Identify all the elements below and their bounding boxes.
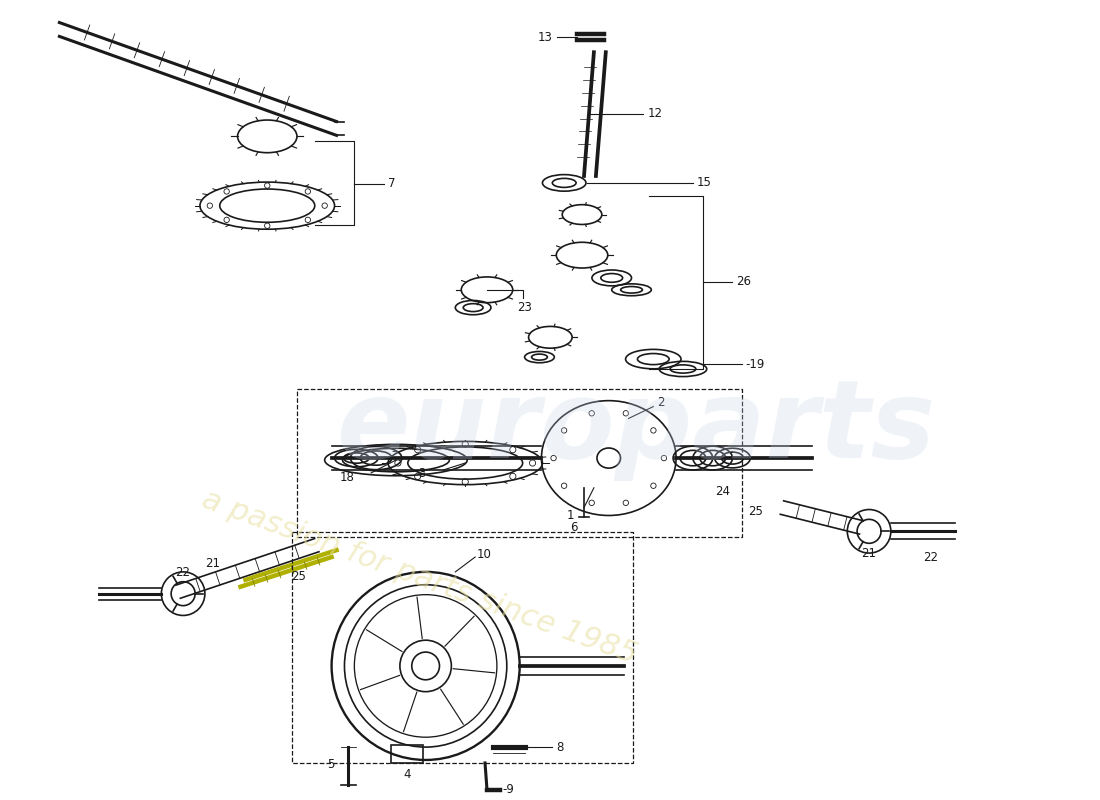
Text: 22: 22: [176, 566, 190, 579]
Text: 22: 22: [923, 550, 938, 563]
Text: 6: 6: [571, 521, 579, 534]
Text: -9: -9: [503, 783, 515, 796]
Text: 25: 25: [748, 505, 763, 518]
Text: 18: 18: [340, 471, 354, 484]
Text: europarts: europarts: [337, 375, 936, 482]
Text: 10: 10: [477, 547, 492, 561]
Text: 25: 25: [292, 570, 307, 583]
Text: a passion for parts since 1985: a passion for parts since 1985: [198, 484, 641, 670]
Text: -19: -19: [746, 358, 764, 370]
Text: 8: 8: [557, 741, 563, 754]
Text: 2: 2: [658, 396, 664, 409]
Text: 26: 26: [736, 275, 751, 288]
Text: 1: 1: [566, 509, 574, 522]
Text: 7: 7: [388, 178, 396, 190]
Text: 3: 3: [418, 467, 426, 481]
Text: 5: 5: [327, 758, 334, 771]
Text: 13: 13: [538, 31, 552, 44]
Text: 24: 24: [715, 486, 729, 498]
Bar: [390, 745, 422, 763]
Text: 15: 15: [696, 176, 712, 190]
Text: 23: 23: [517, 301, 531, 314]
Text: 4: 4: [403, 768, 410, 782]
Text: 12: 12: [648, 107, 662, 120]
Text: 21: 21: [861, 546, 877, 559]
Text: 21: 21: [206, 558, 220, 570]
